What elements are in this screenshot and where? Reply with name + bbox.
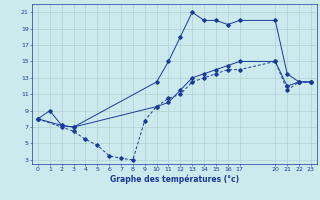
X-axis label: Graphe des températures (°c): Graphe des températures (°c) bbox=[110, 174, 239, 184]
